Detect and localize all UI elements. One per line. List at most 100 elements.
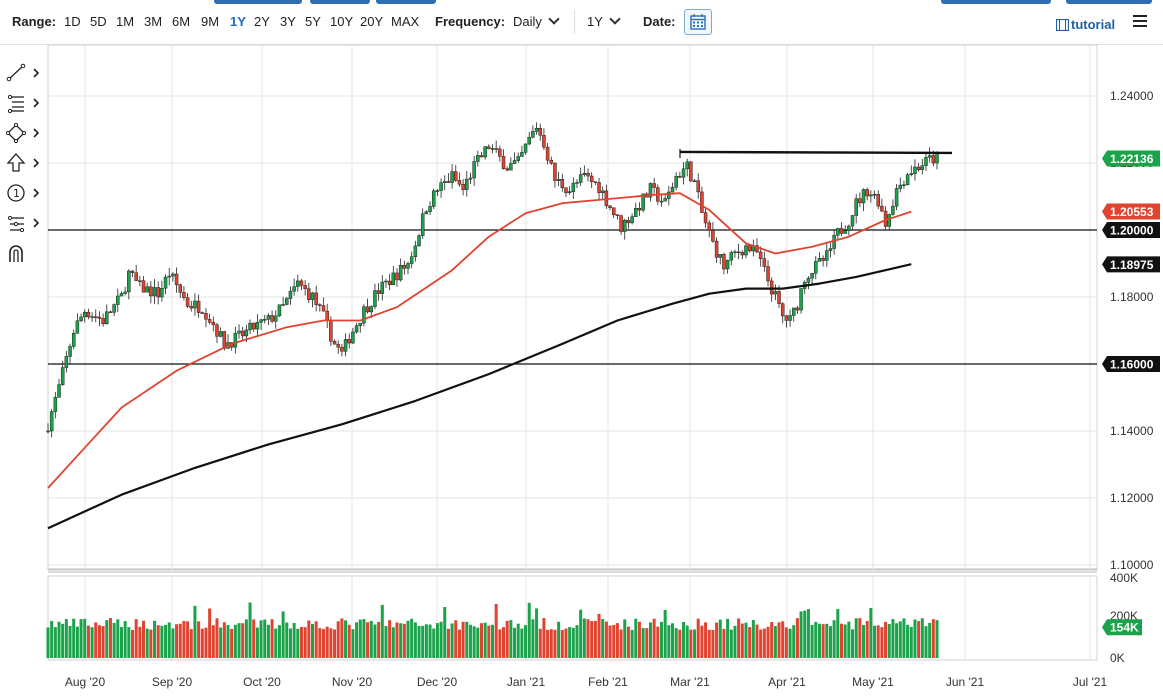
- range-button-1y[interactable]: 1Y: [230, 14, 246, 29]
- candle-body: [281, 304, 285, 306]
- candle-body: [791, 307, 796, 316]
- volume-bar: [612, 624, 616, 658]
- candle-body: [483, 146, 487, 158]
- candle-body: [553, 162, 557, 181]
- volume-bar: [902, 618, 906, 658]
- volume-bar: [72, 618, 76, 658]
- price-tag: 1.18975: [1102, 256, 1160, 273]
- volume-bar: [101, 626, 105, 658]
- candle-body: [828, 248, 833, 251]
- candle-body: [402, 265, 407, 269]
- volume-bar: [197, 621, 201, 658]
- candle-body: [512, 160, 517, 164]
- volume-bar: [373, 624, 377, 658]
- resistance-trendline[interactable]: [679, 150, 953, 155]
- volume-bar: [854, 618, 858, 658]
- volume-bar: [931, 619, 935, 658]
- range-button-9m[interactable]: 9M: [201, 14, 220, 29]
- candle-body: [509, 163, 513, 171]
- volume-bar: [604, 621, 608, 658]
- candle-body: [681, 168, 686, 178]
- range-button-2y[interactable]: 2Y: [254, 14, 270, 29]
- volume-bar: [832, 620, 836, 658]
- volume-bar: [722, 628, 726, 658]
- x-tick-label: Mar '21: [670, 675, 710, 689]
- range-button-10y[interactable]: 10Y: [330, 14, 354, 29]
- annotation-tool[interactable]: 1: [6, 182, 44, 204]
- candle-body: [498, 148, 502, 157]
- volume-bar: [777, 622, 781, 658]
- magnet-tool[interactable]: [6, 242, 44, 264]
- volume-bar: [454, 620, 458, 658]
- candle-body: [211, 321, 216, 326]
- volume-bar: [865, 621, 869, 658]
- candle-body: [101, 318, 105, 325]
- candle-body: [487, 146, 491, 149]
- period-select[interactable]: 1Y: [587, 13, 621, 31]
- candle-body: [777, 291, 781, 304]
- range-button-1d[interactable]: 1D: [64, 14, 81, 29]
- candle-body: [534, 127, 539, 132]
- candle-body: [814, 261, 818, 274]
- volume-bar: [164, 624, 168, 658]
- range-button-5d[interactable]: 5D: [90, 14, 107, 29]
- range-button-6m[interactable]: 6M: [172, 14, 191, 29]
- candle-body: [821, 258, 825, 261]
- volume-bar: [472, 626, 476, 658]
- moving-average-slow: [47, 263, 912, 530]
- candle-body: [123, 291, 127, 294]
- candle-body: [869, 194, 873, 197]
- volume-bar: [704, 622, 708, 658]
- candle-body: [167, 275, 171, 278]
- y-tick-label: 1.24000: [1110, 89, 1154, 103]
- volume-bar: [112, 622, 116, 658]
- candle-body: [60, 367, 65, 385]
- candle-body: [259, 319, 263, 323]
- volume-bar: [270, 619, 274, 658]
- volume-bar: [318, 628, 322, 658]
- volume-bar: [549, 629, 553, 658]
- range-button-5y[interactable]: 5Y: [305, 14, 321, 29]
- candle-body: [780, 303, 785, 317]
- volume-bar: [79, 619, 83, 658]
- candle-body: [626, 220, 631, 224]
- frequency-select[interactable]: Daily: [513, 13, 560, 31]
- volume-bar: [689, 629, 693, 658]
- tutorial-link[interactable]: tutorial: [1055, 17, 1115, 32]
- range-button-3m[interactable]: 3M: [144, 14, 163, 29]
- range-button-20y[interactable]: 20Y: [360, 14, 384, 29]
- volume-bar: [285, 622, 289, 658]
- range-button-3y[interactable]: 3Y: [280, 14, 296, 29]
- volume-bars: [46, 602, 939, 658]
- range-button-1m[interactable]: 1M: [116, 14, 135, 29]
- shape-tool[interactable]: [6, 122, 44, 144]
- volume-bar: [733, 625, 737, 658]
- candle-body: [740, 252, 745, 256]
- range-button-max[interactable]: MAX: [391, 14, 420, 29]
- candle-body: [527, 136, 531, 145]
- line-draw-tool[interactable]: [6, 62, 44, 84]
- range-label: Range:: [12, 14, 57, 29]
- date-picker-button[interactable]: [684, 9, 712, 35]
- volume-bar: [671, 623, 675, 658]
- candle-body: [75, 320, 80, 334]
- chart-toolbar: Range: 1D 5D 1M 3M 6M 9M 1Y 2Y 3Y 5Y 10Y 20Y MAX Fre…: [0, 0, 1163, 45]
- candle-body: [476, 155, 480, 162]
- candle-body: [600, 190, 605, 193]
- volume-bar: [362, 619, 366, 658]
- volume-bar: [344, 620, 348, 658]
- volume-bar: [263, 619, 267, 658]
- volume-bar: [68, 626, 72, 658]
- pitchfork-tool[interactable]: [6, 212, 44, 234]
- menu-icon[interactable]: [1133, 15, 1147, 29]
- volume-bar: [748, 627, 752, 658]
- volume-bar: [281, 611, 285, 658]
- fibonacci-tool[interactable]: [6, 92, 44, 114]
- candle-body: [674, 175, 678, 188]
- volume-bar: [369, 620, 373, 658]
- volume-bar: [579, 609, 583, 658]
- volume-bar: [248, 602, 252, 658]
- arrow-tool[interactable]: [6, 152, 44, 174]
- candle-body: [307, 288, 311, 300]
